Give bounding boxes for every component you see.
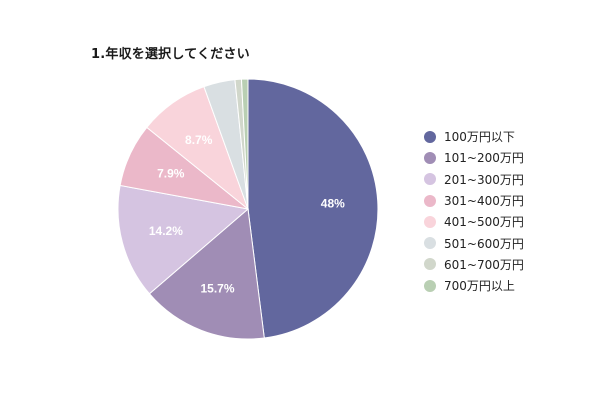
legend-item-8[interactable]: 700万円以上 (424, 275, 524, 296)
pie-slice-8 (240, 78, 249, 210)
legend-swatch (424, 173, 436, 186)
legend-item-4[interactable]: 301~400万円 (424, 190, 524, 211)
pie-slice-2 (148, 208, 265, 340)
legend-label: 201~300万円 (444, 172, 524, 187)
legend-label: 700万円以上 (444, 279, 515, 294)
legend-label: 301~400万円 (444, 194, 524, 209)
pie-slice-3 (117, 184, 250, 295)
legend-label: 501~600万円 (444, 236, 524, 251)
legend-swatch (424, 279, 436, 292)
legend-item-3[interactable]: 201~300万円 (424, 169, 524, 190)
legend-swatch (424, 151, 436, 164)
legend-swatch (424, 194, 436, 207)
slice-data-label-2: 15.7% (200, 281, 234, 295)
pie-slice-1 (247, 78, 379, 339)
legend-item-1[interactable]: 100万円以下 (424, 126, 524, 147)
legend-swatch (424, 237, 436, 250)
legend-item-7[interactable]: 601~700万円 (424, 254, 524, 275)
legend-swatch (424, 130, 436, 143)
legend-label: 101~200万円 (444, 151, 524, 166)
legend-item-6[interactable]: 501~600万円 (424, 232, 524, 253)
legend-label: 601~700万円 (444, 257, 524, 272)
legend-item-5[interactable]: 401~500万円 (424, 211, 524, 232)
legend: 100万円以下 101~200万円 201~300万円 301~400万円 401~50… (424, 126, 524, 296)
slice-data-label-5: 8.7% (185, 133, 213, 147)
legend-swatch (424, 258, 436, 271)
slice-data-label-4: 7.9% (157, 167, 185, 181)
legend-item-2[interactable]: 101~200万円 (424, 147, 524, 168)
slice-data-label-3: 14.2% (149, 224, 183, 238)
legend-label: 100万円以下 (444, 130, 515, 145)
legend-label: 401~500万円 (444, 215, 524, 230)
chart-title: 1.年収を選択してください (91, 47, 250, 62)
legend-swatch (424, 215, 436, 228)
slice-data-label-1: 48% (321, 197, 345, 211)
